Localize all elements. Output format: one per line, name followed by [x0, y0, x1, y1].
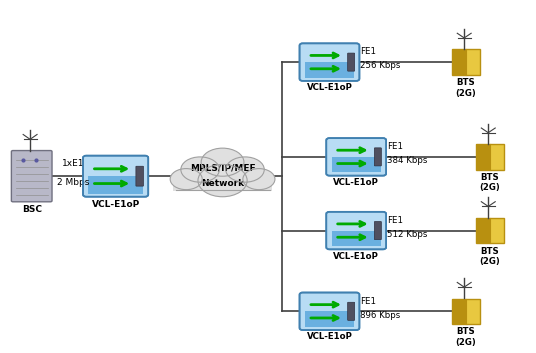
FancyBboxPatch shape [374, 222, 381, 240]
FancyBboxPatch shape [83, 156, 148, 197]
Polygon shape [476, 218, 490, 243]
FancyBboxPatch shape [326, 212, 386, 249]
Text: 384 Kbps: 384 Kbps [386, 156, 427, 165]
FancyBboxPatch shape [136, 166, 144, 186]
Text: BTS
(2G): BTS (2G) [456, 328, 476, 347]
FancyBboxPatch shape [300, 293, 360, 330]
Text: Network: Network [201, 179, 244, 188]
Text: FE1: FE1 [360, 48, 376, 56]
FancyBboxPatch shape [374, 148, 381, 166]
FancyBboxPatch shape [348, 302, 355, 320]
Polygon shape [332, 157, 381, 173]
Text: FE1: FE1 [386, 216, 403, 225]
FancyBboxPatch shape [300, 43, 360, 81]
Polygon shape [490, 144, 504, 169]
Text: VCL-E1oP: VCL-E1oP [333, 178, 379, 187]
Text: 512 Kbps: 512 Kbps [386, 230, 427, 239]
Text: BTS
(2G): BTS (2G) [480, 173, 500, 192]
Polygon shape [452, 299, 466, 324]
Polygon shape [305, 311, 354, 327]
Polygon shape [452, 49, 466, 75]
Polygon shape [466, 299, 480, 324]
Circle shape [201, 148, 244, 176]
Text: VCL-E1oP: VCL-E1oP [307, 333, 352, 341]
Text: 256 Kbps: 256 Kbps [360, 61, 400, 70]
Circle shape [243, 169, 275, 190]
Polygon shape [466, 49, 480, 75]
Circle shape [170, 169, 202, 190]
FancyBboxPatch shape [348, 53, 355, 71]
FancyBboxPatch shape [11, 151, 52, 202]
Polygon shape [88, 176, 143, 193]
Text: VCL-E1oP: VCL-E1oP [92, 200, 140, 209]
Text: VCL-E1oP: VCL-E1oP [333, 252, 379, 261]
Text: 896 Kbps: 896 Kbps [360, 311, 400, 319]
Circle shape [198, 164, 247, 197]
Polygon shape [490, 218, 504, 243]
Text: FE1: FE1 [360, 297, 376, 306]
Text: BSC: BSC [21, 205, 42, 214]
Circle shape [226, 157, 264, 182]
Text: BTS
(2G): BTS (2G) [456, 78, 476, 98]
FancyBboxPatch shape [326, 138, 386, 176]
Circle shape [181, 157, 219, 182]
Text: 2 Mbps: 2 Mbps [57, 178, 90, 187]
Polygon shape [173, 183, 272, 191]
Polygon shape [476, 144, 490, 169]
Text: MPLS/IP/MEF: MPLS/IP/MEF [190, 164, 255, 173]
Text: VCL-E1oP: VCL-E1oP [307, 83, 352, 92]
Text: FE1: FE1 [386, 142, 403, 151]
Polygon shape [305, 62, 354, 78]
Text: BTS
(2G): BTS (2G) [480, 247, 500, 266]
Text: 1xE1: 1xE1 [62, 159, 85, 168]
Polygon shape [332, 231, 381, 246]
